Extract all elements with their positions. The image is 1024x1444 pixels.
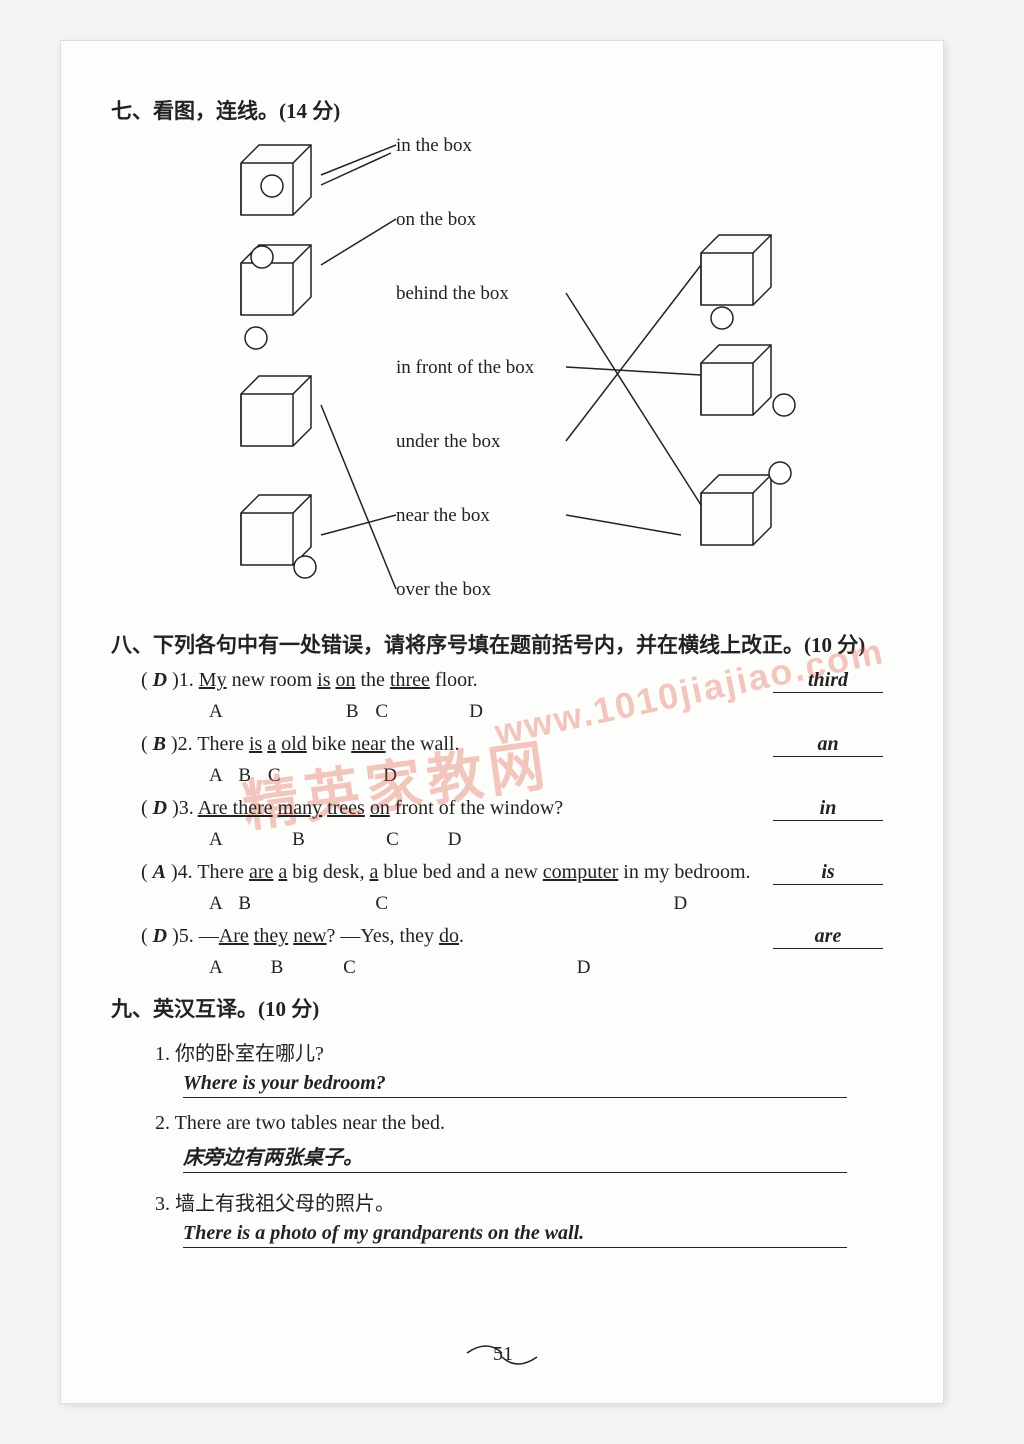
box-left-boxes-3 [241, 495, 351, 610]
matching-diagram: in the box on the box behind the box in fro… [151, 135, 893, 615]
section-9-items: 1. 你的卧室在哪儿? Where is your bedroom? 2. The… [141, 1037, 893, 1248]
page-number-ornament: 51 [457, 1335, 547, 1375]
q8-item-4: ( A )4. There are a big desk, a blue bed… [141, 861, 893, 891]
q8-answer-letter: D [153, 669, 167, 691]
q8-labels-1: A B C D [209, 701, 893, 723]
q8-answer-letter: B [153, 733, 166, 755]
section-8-items: ( D )1. My new room is on the three floo… [141, 669, 893, 979]
q9-item-1: 1. 你的卧室在哪儿? Where is your bedroom? [155, 1037, 893, 1098]
q9-answer: Where is your bedroom? [183, 1072, 847, 1098]
q9-answer: There is a photo of my grandparents on t… [183, 1222, 847, 1248]
q9-item-3: 3. 墙上有我祖父母的照片。 There is a photo of my gr… [155, 1187, 893, 1248]
q8-correction: is [773, 861, 883, 885]
q8-correction: an [773, 733, 883, 757]
q8-item-3: ( D )3. Are there many trees on front of… [141, 797, 893, 827]
q9-prompt: 3. 墙上有我祖父母的照片。 [155, 1187, 893, 1216]
q8-labels-2: A B C D [209, 765, 893, 787]
q8-correction: are [773, 925, 883, 949]
phrase-6: over the box [396, 579, 491, 601]
phrase-1: on the box [396, 209, 476, 231]
q8-labels-5: A B C D [209, 957, 893, 979]
section-9-heading: 九、英汉互译。(10 分) [111, 993, 893, 1023]
q8-correction: third [773, 669, 883, 693]
q8-item-2: ( B )2. There is a old bike near the wal… [141, 733, 893, 763]
q8-item-1: ( D )1. My new room is on the three floo… [141, 669, 893, 699]
q9-prompt: 1. 你的卧室在哪儿? [155, 1037, 893, 1066]
q8-answer-letter: A [153, 861, 166, 883]
q8-labels-3: A B C D [209, 829, 893, 851]
q8-labels-4: A B C D [209, 893, 893, 915]
box-left-boxes-0 [241, 145, 351, 260]
phrase-2: behind the box [396, 283, 509, 305]
section-7-heading: 七、看图，连线。(14 分) [111, 95, 893, 125]
box-left-boxes-2 [241, 355, 351, 470]
phrase-0: in the box [396, 135, 472, 157]
box-right-boxes-1 [701, 345, 811, 460]
q8-item-5: ( D )5. —Are they new? —Yes, they do. ar… [141, 925, 893, 955]
q8-answer-letter: D [153, 797, 167, 819]
phrase-5: near the box [396, 505, 490, 527]
page-number: 51 [493, 1343, 513, 1366]
q9-item-2: 2. There are two tables near the bed. 床旁… [155, 1112, 893, 1173]
box-right-boxes-0 [701, 235, 811, 350]
phrase-3: in front of the box [396, 357, 534, 379]
phrase-4: under the box [396, 431, 500, 453]
box-right-boxes-2 [701, 475, 811, 590]
q9-answer: 床旁边有两张桌子。 [183, 1141, 847, 1173]
q9-prompt: 2. There are two tables near the bed. [155, 1112, 893, 1135]
worksheet-page: 七、看图，连线。(14 分) [60, 40, 944, 1404]
section-8-heading: 八、下列各句中有一处错误，请将序号填在题前括号内，并在横线上改正。(10 分) [111, 629, 893, 659]
q8-correction: in [773, 797, 883, 821]
q8-answer-letter: D [153, 925, 167, 947]
